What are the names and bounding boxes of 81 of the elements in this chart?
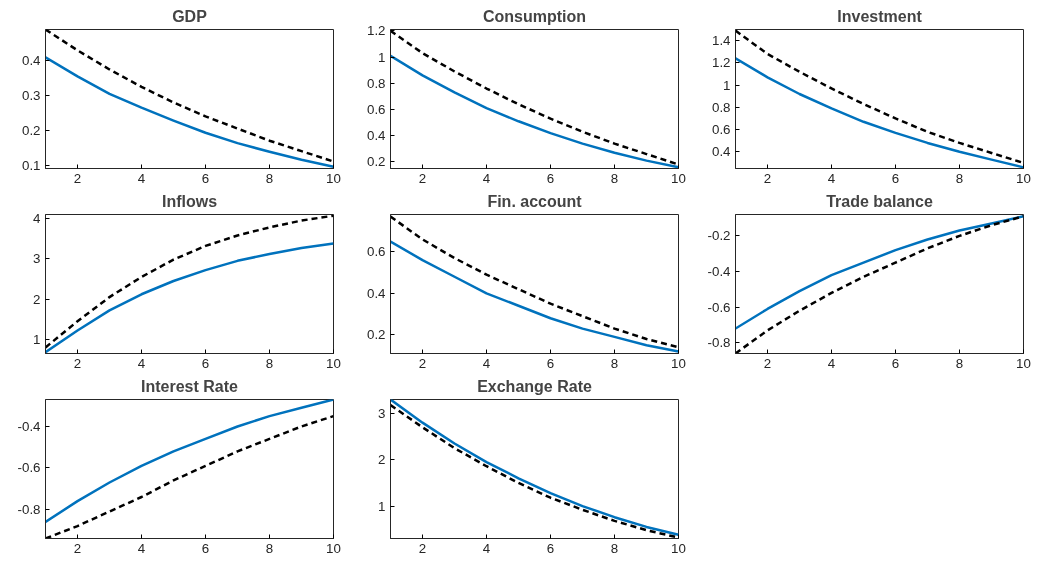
y-tick-label: 0.6 [366,101,386,117]
y-tick-label: -0.4 [707,264,732,280]
y-tick-label: 0.4 [366,285,387,301]
x-tick-label: 2 [418,355,427,371]
x-tick-label: 10 [326,540,341,556]
x-tick-label: 8 [610,170,619,186]
y-tick-label: 1 [723,77,731,93]
x-tick-label: 6 [201,540,210,556]
x-tick-label: 8 [955,170,964,186]
x-tick-label: 6 [546,540,555,556]
x-tick-label: 10 [671,355,686,371]
y-tick-label: 1.2 [711,55,731,71]
x-tick-label: 10 [326,170,341,186]
x-tick-label: 10 [1016,170,1031,186]
y-tick-label: 1.4 [711,33,732,49]
x-tick-label: 8 [265,355,274,371]
chart-title: Interest Rate [141,377,239,395]
x-tick-label: 10 [1016,355,1031,371]
x-tick-label: 10 [326,355,341,371]
chart-title: GDP [172,7,208,25]
x-tick-label: 4 [137,355,146,371]
x-tick-label: 2 [418,540,427,556]
y-tick-label: -0.2 [707,228,731,244]
x-tick-label: 4 [482,170,491,186]
chart-title: Trade balance [826,192,933,210]
x-tick-label: 8 [265,170,274,186]
x-tick-label: 6 [891,355,900,371]
y-tick-label: -0.8 [17,501,41,517]
x-tick-label: 4 [827,170,836,186]
chart-title: Consumption [482,7,587,25]
x-tick-label: 8 [265,540,274,556]
x-tick-label: 4 [827,355,836,371]
y-tick-label: -0.4 [17,418,42,434]
x-tick-label: 8 [955,355,964,371]
x-tick-label: 6 [201,355,210,371]
y-tick-label: 2 [33,291,41,307]
y-tick-label: 0.8 [711,99,731,115]
y-tick-label: 3 [378,405,386,421]
y-tick-label: 0.4 [366,128,387,144]
x-tick-label: 8 [610,540,619,556]
x-tick-label: 4 [137,170,146,186]
chart-title: Investment [837,7,923,25]
x-tick-label: 10 [671,540,686,556]
x-tick-label: 2 [763,355,772,371]
x-tick-label: 10 [671,170,686,186]
y-tick-label: 3 [33,251,41,267]
y-tick-label: 0.2 [366,327,386,343]
chart-title: Exchange Rate [477,377,592,395]
x-tick-label: 2 [418,170,427,186]
y-tick-label: 0.1 [21,157,41,173]
chart-title: Fin. account [487,192,583,210]
y-tick-label: -0.8 [707,335,731,351]
y-tick-label: 1 [378,498,386,514]
y-tick-label: -0.6 [17,460,41,476]
x-tick-label: 6 [891,170,900,186]
chart-title: Inflows [161,192,218,210]
x-tick-label: 2 [763,170,772,186]
y-tick-label: 0.2 [21,122,41,138]
y-tick-label: 0.6 [711,122,731,138]
x-tick-label: 6 [201,170,210,186]
x-tick-label: 2 [73,540,82,556]
y-tick-label: 1.2 [366,23,386,39]
x-tick-label: 6 [546,355,555,371]
x-tick-label: 4 [482,355,491,371]
y-tick-label: 4 [33,211,42,227]
y-tick-label: 0.4 [711,144,732,160]
y-tick-label: 1 [378,49,386,65]
x-tick-label: 4 [482,540,491,556]
x-tick-label: 4 [137,540,146,556]
x-tick-label: 2 [73,170,82,186]
y-tick-label: 2 [378,452,386,468]
y-tick-label: -0.6 [707,299,731,315]
y-tick-label: 0.2 [366,154,386,170]
x-tick-label: 6 [546,170,555,186]
y-tick-label: 0.6 [366,244,386,260]
y-tick-label: 0.8 [366,75,386,91]
x-tick-label: 8 [610,355,619,371]
x-tick-label: 2 [73,355,82,371]
y-tick-label: 0.3 [21,88,41,104]
y-tick-label: 1 [33,331,41,347]
y-tick-label: 0.4 [21,53,42,69]
